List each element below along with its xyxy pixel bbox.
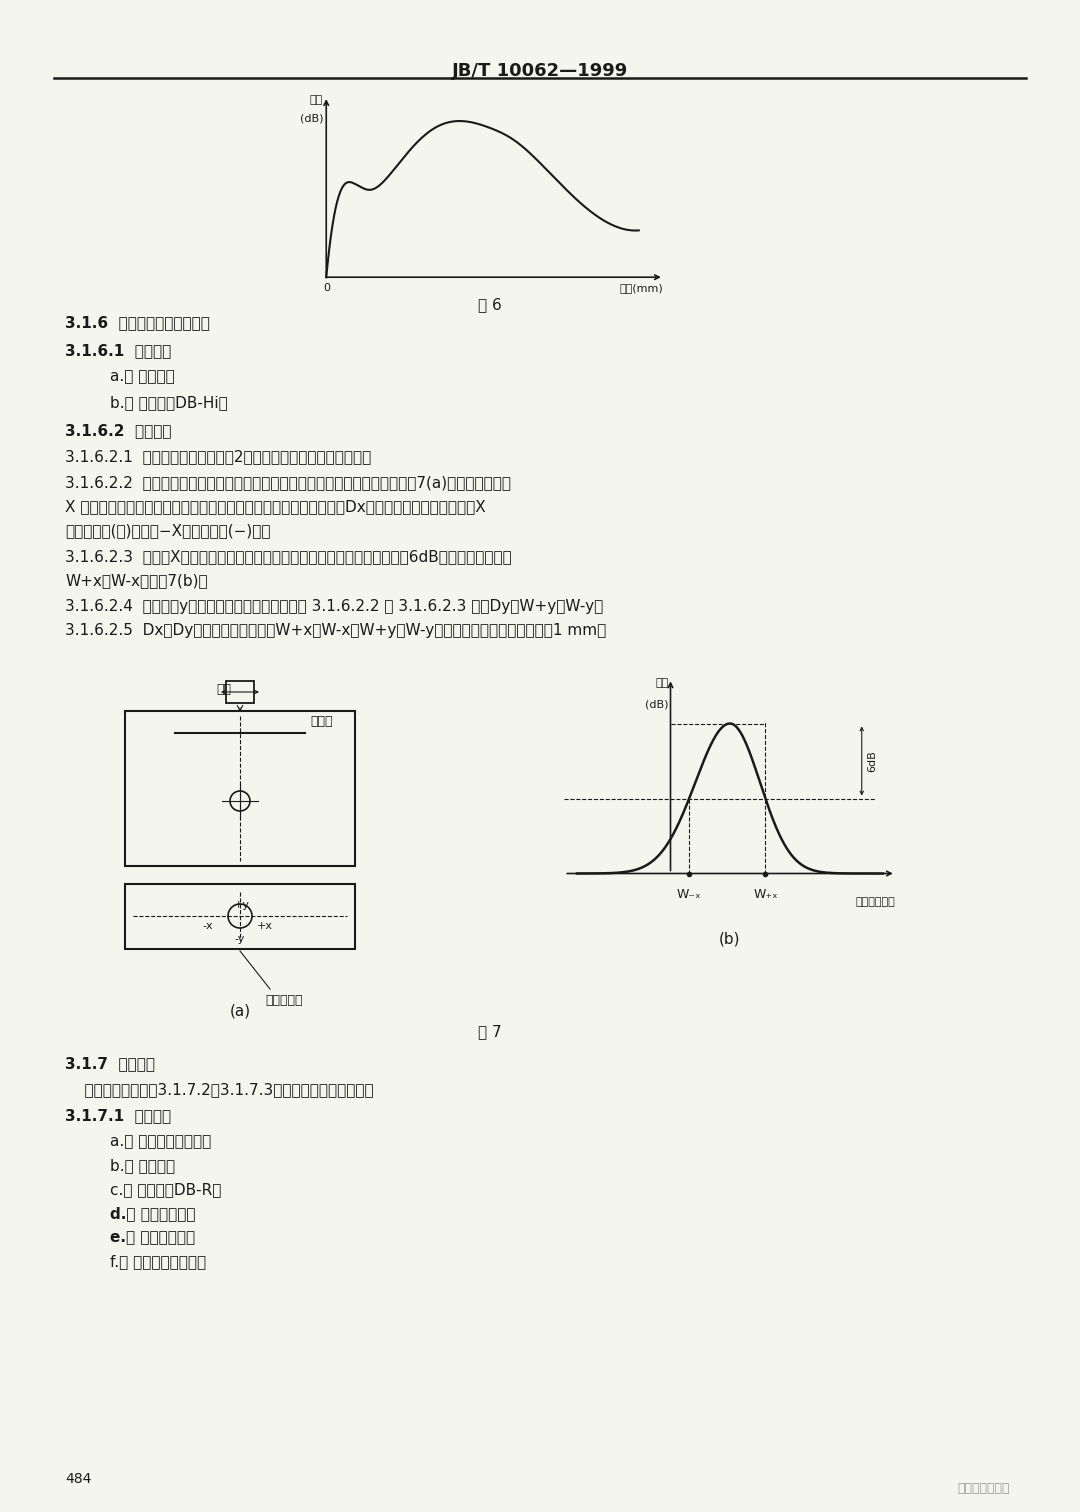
Text: 试块中心线: 试块中心线	[265, 993, 302, 1007]
Bar	[125, 711, 355, 866]
Text: W+x和W-x，如图7(b)。: W+x和W-x，如图7(b)。	[65, 573, 207, 588]
Text: a.　 高频信号发生器；: a. 高频信号发生器；	[110, 1134, 212, 1149]
Text: 3.1.6.2  测试步骤: 3.1.6.2 测试步骤	[65, 423, 172, 438]
Text: 方向时加上(＋)号，在−X方向时加上(−)号。: 方向时加上(＋)号，在−X方向时加上(−)号。	[65, 523, 270, 538]
Text: f.　 高频可变电容笱。: f. 高频可变电容笱。	[110, 1253, 206, 1269]
Text: 3.1.7.1  测试设备: 3.1.7.1 测试设备	[65, 1108, 171, 1123]
Text: 484: 484	[65, 1473, 92, 1486]
Text: (b): (b)	[719, 931, 741, 947]
Text: (dB): (dB)	[299, 113, 323, 124]
Text: c.　 对比试块DB-R；: c. 对比试块DB-R；	[110, 1182, 221, 1198]
Text: -y: -y	[234, 934, 244, 943]
Text: 李军探伤工作室: 李军探伤工作室	[958, 1482, 1010, 1495]
Text: W₊ₓ: W₊ₓ	[753, 889, 778, 901]
Text: a.　 探伤仪；: a. 探伤仪；	[110, 369, 175, 384]
Text: 0: 0	[323, 283, 329, 293]
Text: +y: +y	[234, 900, 249, 910]
Text: 幅度: 幅度	[656, 679, 669, 688]
Text: 3.1.6.2.5  Dx、Dy表示了声轴的偏移，W+x、W-x，W+y和W-y表示了声束宽度，读数精确到1 mm。: 3.1.6.2.5 Dx、Dy表示了声轴的偏移，W+x、W-x，W+y和W-y表…	[65, 623, 606, 638]
Text: 6dB: 6dB	[867, 750, 878, 771]
Bar	[125, 885, 355, 950]
Text: b.　 频率计；: b. 频率计；	[110, 1158, 175, 1173]
Text: +x: +x	[257, 921, 273, 931]
Text: 探头: 探头	[216, 683, 231, 696]
Text: 3.1.6.1  测试设备: 3.1.6.1 测试设备	[65, 343, 172, 358]
Text: 探头移动距离: 探头移动距离	[856, 898, 895, 907]
Text: JB/T 10062—1999: JB/T 10062—1999	[451, 62, 629, 80]
Text: 横通孔: 横通孔	[310, 715, 333, 727]
Text: 图 7: 图 7	[478, 1024, 502, 1039]
Text: W₋ₓ: W₋ₓ	[677, 889, 701, 901]
Text: 图 6: 图 6	[478, 296, 502, 311]
Text: 3.1.6  声轴的偏移和声束宽度: 3.1.6 声轴的偏移和声束宽度	[65, 314, 210, 330]
Bar	[226, 680, 254, 703]
Text: (dB): (dB)	[646, 700, 669, 709]
Text: d.　 矢量电压表；: d. 矢量电压表；	[110, 1207, 195, 1222]
Text: 3.1.6.2.2  标出探头的参考方向，将探头的几何中心轴对准横通孔的中心轴如图7(a)，然后使探头汿: 3.1.6.2.2 标出探头的参考方向，将探头的几何中心轴对准横通孔的中心轴如图…	[65, 475, 511, 490]
Text: b.　 对比试块DB-Hi。: b. 对比试块DB-Hi。	[110, 395, 228, 410]
Text: -x: -x	[202, 921, 213, 931]
Text: 3.1.6.2.3  继续沿X方向移动探头，分别测出孔波幅度最高点至孔波幅度下降6dB时探头的移动距离: 3.1.6.2.3 继续沿X方向移动探头，分别测出孔波幅度最高点至孔波幅度下降6…	[65, 549, 512, 564]
Text: 探头等效阻抗采用3.1.7.2或3.1.7.3中规定的方法进行测试。: 探头等效阻抗采用3.1.7.2或3.1.7.3中规定的方法进行测试。	[65, 1083, 374, 1098]
Text: 3.1.7  等效阻抗: 3.1.7 等效阻抗	[65, 1055, 156, 1070]
Text: X 方向在试块的中心线移动，测出孔波幅度最高点时探头的移动距离Dx，其中孔波幅度最高点在＋X: X 方向在试块的中心线移动，测出孔波幅度最高点时探头的移动距离Dx，其中孔波幅度…	[65, 499, 486, 514]
Text: (a): (a)	[229, 1004, 251, 1019]
Text: e.　 高频毫伏表；: e. 高频毫伏表；	[110, 1229, 195, 1244]
Text: 幅度: 幅度	[310, 95, 323, 104]
Text: 3.1.6.2.4  使探头沿y方向对准试块中心线移动，按 3.1.6.2.2 和 3.1.6.2.3 测出Dy，W+y和W-y。: 3.1.6.2.4 使探头沿y方向对准试块中心线移动，按 3.1.6.2.2 和…	[65, 599, 604, 614]
Text: 3.1.6.2.1  在试块上选取深度约为2倍被测探头近场长度的横通孔。: 3.1.6.2.1 在试块上选取深度约为2倍被测探头近场长度的横通孔。	[65, 449, 372, 464]
Text: 距离(mm): 距离(mm)	[620, 283, 664, 293]
